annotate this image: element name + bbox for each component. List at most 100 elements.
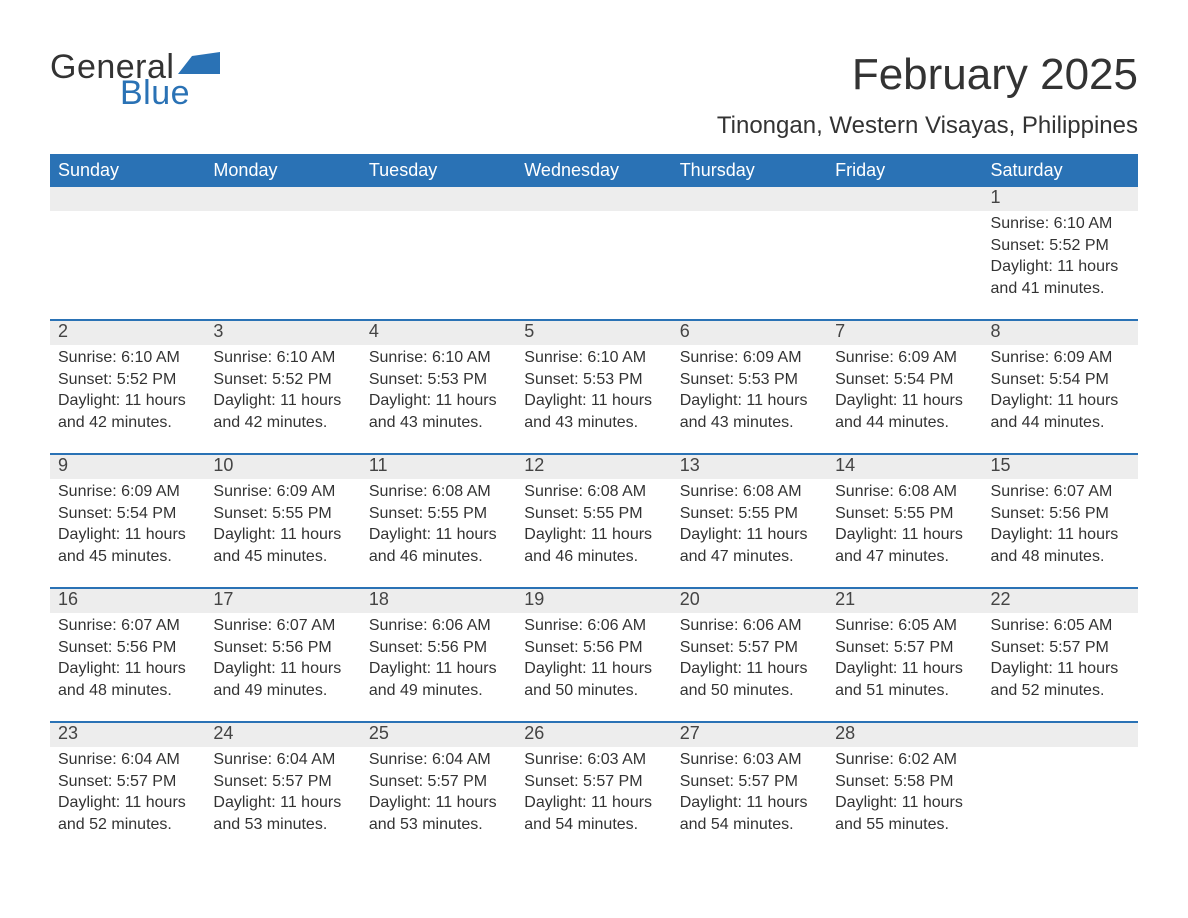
week-row: 232425262728Sunrise: 6:04 AMSunset: 5:57… [50,721,1138,845]
sunrise-line: Sunrise: 6:08 AM [524,481,663,503]
header-area: General Blue February 2025 Tinongan, Wes… [50,50,1138,140]
daylight-line: Daylight: 11 hours and 55 minutes. [835,792,974,835]
daylight-line: Daylight: 11 hours and 43 minutes. [369,390,508,433]
sunrise-line: Sunrise: 6:09 AM [58,481,197,503]
day-number: 13 [672,455,827,479]
day-number: 6 [672,321,827,345]
sunrise-line: Sunrise: 6:09 AM [835,347,974,369]
day-number [672,187,827,211]
sunrise-line: Sunrise: 6:09 AM [213,481,352,503]
day-cell [516,211,671,309]
sunset-line: Sunset: 5:57 PM [524,771,663,793]
daylight-line: Daylight: 11 hours and 41 minutes. [991,256,1130,299]
sunset-line: Sunset: 5:55 PM [524,503,663,525]
sunset-line: Sunset: 5:55 PM [213,503,352,525]
day-number: 9 [50,455,205,479]
sunset-line: Sunset: 5:52 PM [58,369,197,391]
sunset-line: Sunset: 5:57 PM [680,771,819,793]
day-cell [361,211,516,309]
day-cell: Sunrise: 6:09 AMSunset: 5:54 PMDaylight:… [827,345,982,443]
sunrise-line: Sunrise: 6:10 AM [991,213,1130,235]
day-cell: Sunrise: 6:02 AMSunset: 5:58 PMDaylight:… [827,747,982,845]
daylight-line: Daylight: 11 hours and 49 minutes. [213,658,352,701]
sunrise-line: Sunrise: 6:04 AM [213,749,352,771]
daylight-line: Daylight: 11 hours and 50 minutes. [524,658,663,701]
sunrise-line: Sunrise: 6:08 AM [369,481,508,503]
daylight-line: Daylight: 11 hours and 53 minutes. [369,792,508,835]
daylight-line: Daylight: 11 hours and 54 minutes. [680,792,819,835]
day-cell [827,211,982,309]
daylight-line: Daylight: 11 hours and 51 minutes. [835,658,974,701]
day-number: 15 [983,455,1138,479]
sunrise-line: Sunrise: 6:06 AM [524,615,663,637]
sunrise-line: Sunrise: 6:07 AM [991,481,1130,503]
daylight-line: Daylight: 11 hours and 45 minutes. [213,524,352,567]
day-cell: Sunrise: 6:05 AMSunset: 5:57 PMDaylight:… [827,613,982,711]
daylight-line: Daylight: 11 hours and 44 minutes. [991,390,1130,433]
day-number: 26 [516,723,671,747]
daylight-line: Daylight: 11 hours and 45 minutes. [58,524,197,567]
day-number: 24 [205,723,360,747]
daynum-row: 232425262728 [50,723,1138,747]
day-number: 2 [50,321,205,345]
day-cell: Sunrise: 6:10 AMSunset: 5:52 PMDaylight:… [205,345,360,443]
day-number: 7 [827,321,982,345]
week-row: 2345678Sunrise: 6:10 AMSunset: 5:52 PMDa… [50,319,1138,443]
logo-word2: Blue [120,76,220,110]
daylight-line: Daylight: 11 hours and 48 minutes. [991,524,1130,567]
daylight-line: Daylight: 11 hours and 42 minutes. [58,390,197,433]
logo: General Blue [50,50,220,110]
day-cell: Sunrise: 6:08 AMSunset: 5:55 PMDaylight:… [516,479,671,577]
day-cell: Sunrise: 6:10 AMSunset: 5:52 PMDaylight:… [50,345,205,443]
sunset-line: Sunset: 5:57 PM [680,637,819,659]
day-number: 1 [983,187,1138,211]
week-row: 9101112131415Sunrise: 6:09 AMSunset: 5:5… [50,453,1138,577]
daynum-row: 16171819202122 [50,589,1138,613]
sunrise-line: Sunrise: 6:10 AM [213,347,352,369]
day-number: 25 [361,723,516,747]
day-cell: Sunrise: 6:10 AMSunset: 5:52 PMDaylight:… [983,211,1138,309]
title-block: February 2025 Tinongan, Western Visayas,… [717,50,1138,140]
day-cell: Sunrise: 6:06 AMSunset: 5:56 PMDaylight:… [516,613,671,711]
daylight-line: Daylight: 11 hours and 52 minutes. [58,792,197,835]
daynum-row: 1 [50,187,1138,211]
sunset-line: Sunset: 5:57 PM [213,771,352,793]
day-cell: Sunrise: 6:03 AMSunset: 5:57 PMDaylight:… [672,747,827,845]
day-cell [672,211,827,309]
sunset-line: Sunset: 5:52 PM [991,235,1130,257]
sunrise-line: Sunrise: 6:04 AM [369,749,508,771]
daylight-line: Daylight: 11 hours and 44 minutes. [835,390,974,433]
daylight-line: Daylight: 11 hours and 43 minutes. [524,390,663,433]
day-number: 20 [672,589,827,613]
sunrise-line: Sunrise: 6:05 AM [835,615,974,637]
daynum-row: 2345678 [50,321,1138,345]
day-cell: Sunrise: 6:10 AMSunset: 5:53 PMDaylight:… [361,345,516,443]
day-cell [205,211,360,309]
day-cell [983,747,1138,845]
location-subtitle: Tinongan, Western Visayas, Philippines [717,112,1138,140]
day-number: 18 [361,589,516,613]
sunset-line: Sunset: 5:56 PM [58,637,197,659]
daylight-line: Daylight: 11 hours and 49 minutes. [369,658,508,701]
weekday-header: Wednesday [516,154,671,187]
sunset-line: Sunset: 5:57 PM [991,637,1130,659]
day-cell: Sunrise: 6:04 AMSunset: 5:57 PMDaylight:… [205,747,360,845]
sunset-line: Sunset: 5:57 PM [369,771,508,793]
sunrise-line: Sunrise: 6:09 AM [680,347,819,369]
sunrise-line: Sunrise: 6:09 AM [991,347,1130,369]
daylight-line: Daylight: 11 hours and 48 minutes. [58,658,197,701]
day-cell: Sunrise: 6:09 AMSunset: 5:54 PMDaylight:… [983,345,1138,443]
day-body-row: Sunrise: 6:10 AMSunset: 5:52 PMDaylight:… [50,211,1138,309]
daylight-line: Daylight: 11 hours and 47 minutes. [835,524,974,567]
day-number [361,187,516,211]
sunset-line: Sunset: 5:53 PM [524,369,663,391]
sunset-line: Sunset: 5:54 PM [991,369,1130,391]
sunrise-line: Sunrise: 6:07 AM [58,615,197,637]
day-number: 19 [516,589,671,613]
sunrise-line: Sunrise: 6:03 AM [524,749,663,771]
day-number: 14 [827,455,982,479]
day-cell: Sunrise: 6:08 AMSunset: 5:55 PMDaylight:… [361,479,516,577]
day-cell: Sunrise: 6:09 AMSunset: 5:55 PMDaylight:… [205,479,360,577]
sunrise-line: Sunrise: 6:07 AM [213,615,352,637]
day-cell [50,211,205,309]
